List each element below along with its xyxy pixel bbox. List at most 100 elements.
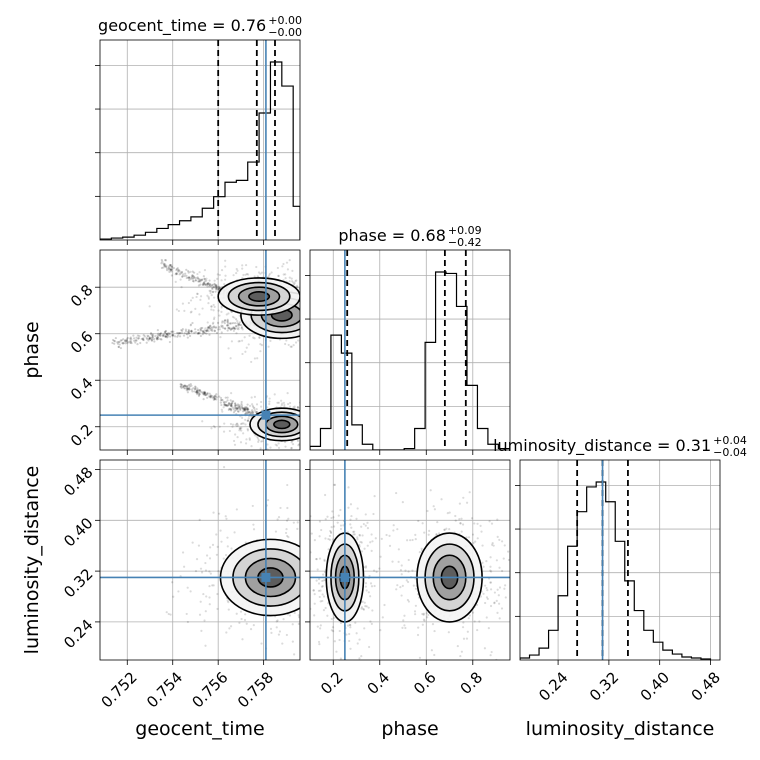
scatter-point — [124, 339, 127, 342]
scatter-point — [175, 267, 178, 271]
scatter-point — [334, 291, 336, 293]
scatter-point — [200, 328, 203, 332]
scatter-point — [305, 633, 307, 635]
scatter-point — [327, 313, 329, 315]
scatter-point — [319, 600, 322, 603]
scatter-point — [360, 655, 363, 658]
scatter-point — [245, 407, 248, 410]
scatter-point — [256, 437, 260, 440]
scatter-point — [151, 338, 154, 341]
scatter-point — [326, 614, 329, 617]
scatter-point — [156, 329, 159, 332]
scatter-point — [348, 632, 351, 636]
scatter-point — [202, 282, 205, 285]
scatter-point — [206, 328, 209, 332]
scatter-point — [163, 331, 166, 334]
scatter-point — [232, 439, 236, 443]
scatter-point — [198, 389, 201, 392]
scatter-point — [246, 406, 249, 410]
scatter-point — [180, 270, 184, 274]
scatter-point — [313, 292, 315, 294]
scatter-point — [215, 553, 219, 556]
scatter-point — [237, 424, 240, 427]
scatter-point — [231, 400, 234, 403]
scatter-point — [286, 268, 290, 271]
scatter-point — [177, 332, 180, 335]
scatter-point — [282, 618, 285, 621]
scatter-point — [402, 619, 405, 622]
scatter-point — [301, 426, 303, 428]
scatter-point — [207, 302, 210, 305]
scatter-point — [234, 409, 237, 412]
scatter-point — [404, 569, 407, 572]
scatter-point — [315, 311, 317, 313]
scatter-point — [129, 340, 132, 343]
scatter-point — [195, 558, 199, 561]
scatter-point — [251, 504, 254, 508]
scatter-point — [229, 399, 232, 402]
scatter-point — [214, 287, 217, 290]
scatter-point — [395, 588, 398, 591]
scatter-point — [241, 416, 244, 419]
scatter-point — [158, 332, 162, 336]
scatter-point — [197, 328, 200, 332]
scatter-point — [304, 292, 306, 294]
scatter-point — [233, 404, 237, 408]
scatter-point — [246, 412, 249, 415]
scatter-point — [260, 344, 264, 347]
scatter-point — [203, 392, 206, 395]
scatter-point — [305, 573, 307, 575]
scatter-point — [274, 443, 277, 446]
scatter-point — [159, 334, 162, 337]
scatter-point — [213, 316, 216, 319]
scatter-point — [304, 409, 306, 411]
scatter-point — [222, 326, 225, 330]
scatter-point — [287, 536, 290, 539]
scatter-point — [252, 523, 255, 526]
scatter-point — [198, 393, 201, 396]
scatter-point — [251, 404, 254, 408]
scatter-point — [223, 321, 226, 325]
scatter-point — [362, 607, 365, 611]
scatter-point — [242, 407, 245, 410]
scatter-point — [184, 387, 187, 390]
scatter-point — [239, 422, 243, 426]
x-tick-label: 0.8 — [457, 668, 487, 698]
scatter-point — [316, 322, 318, 324]
scatter-point — [243, 409, 246, 412]
scatter-point — [269, 339, 272, 343]
scatter-point — [226, 404, 229, 407]
scatter-point — [232, 321, 235, 325]
scatter-point — [170, 334, 174, 337]
scatter-point — [220, 398, 223, 401]
scatter-point — [268, 397, 271, 400]
scatter-point — [147, 335, 150, 338]
scatter-point — [172, 330, 175, 333]
scatter-point — [303, 410, 305, 412]
scatter-point — [326, 636, 329, 639]
scatter-point — [317, 288, 319, 290]
scatter-point — [313, 602, 316, 605]
scatter-point — [258, 336, 261, 339]
scatter-point — [293, 611, 296, 615]
scatter-point — [228, 627, 231, 630]
scatter-point — [192, 280, 195, 283]
scatter-point — [468, 614, 471, 617]
scatter-point — [210, 305, 213, 308]
scatter-point — [169, 268, 173, 271]
y-axis-label-phase: phase — [21, 321, 43, 378]
scatter-point — [336, 310, 338, 312]
scatter-point — [167, 265, 170, 268]
scatter-point — [201, 326, 204, 330]
scatter-point — [230, 405, 233, 408]
scatter-point — [209, 282, 212, 286]
scatter-point — [206, 392, 209, 395]
scatter-point — [165, 333, 169, 336]
scatter-point — [315, 579, 318, 582]
scatter-point — [129, 340, 133, 343]
scatter-point — [157, 332, 160, 335]
scatter-point — [277, 442, 280, 445]
scatter-point — [252, 528, 256, 531]
scatter-point — [182, 385, 185, 389]
scatter-point — [137, 336, 140, 340]
